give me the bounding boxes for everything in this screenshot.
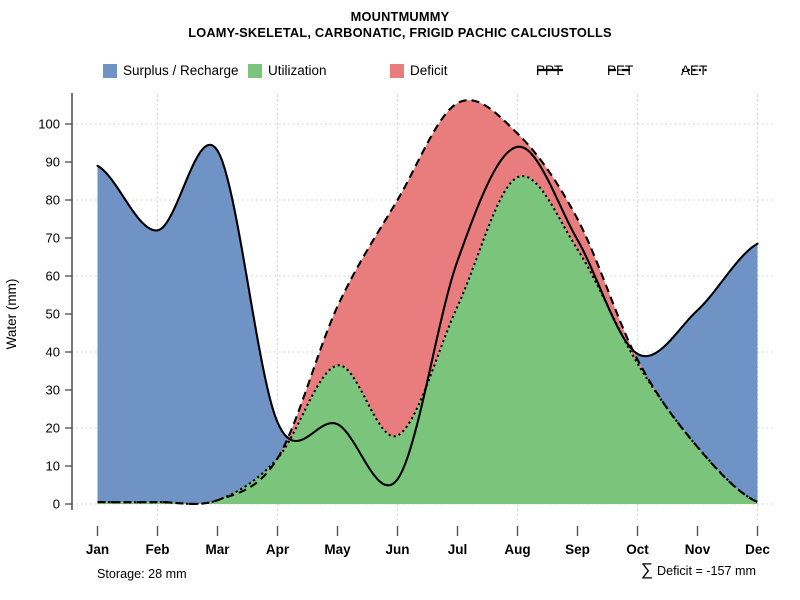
legend-label-utilization: Utilization [268, 63, 327, 78]
y-axis: 0 10 20 30 40 50 60 70 80 90 100 Water (mm) [4, 93, 73, 512]
solid-line-icon [537, 68, 563, 72]
x-tick-label: Nov [685, 542, 711, 557]
y-tick-label: 40 [46, 345, 60, 360]
x-tick-label: Aug [504, 542, 530, 557]
x-tick-label: Jan [86, 542, 109, 557]
legend-item-ppt: PPT [536, 63, 563, 78]
sigma-icon: ∑ [640, 560, 653, 579]
dotted-line-icon [682, 68, 710, 72]
x-tick-label: Mar [205, 542, 230, 557]
x-tick-label: May [324, 542, 351, 557]
x-tick-label: Apr [266, 542, 290, 557]
x-tick-label: Sep [565, 542, 590, 557]
legend-label-deficit: Deficit [410, 63, 448, 78]
dashed-line-icon [608, 68, 634, 72]
y-tick-label: 100 [38, 117, 60, 132]
x-axis: Jan Feb Mar Apr May Jun Jul Aug Sep Oct Nov Dec [86, 526, 770, 557]
x-tick-label: Feb [145, 542, 169, 557]
x-tick-label: Dec [745, 542, 770, 557]
y-tick-label: 70 [46, 231, 60, 246]
surplus-area [97, 100, 758, 504]
y-tick-label: 90 [46, 155, 60, 170]
chart-title: MOUNTMUMMY [350, 9, 450, 24]
utilization-area [97, 176, 758, 504]
y-tick-label: 0 [53, 497, 60, 512]
legend-item-deficit: Deficit [390, 63, 448, 78]
y-tick-label: 20 [46, 421, 60, 436]
legend-label-pet: PET [607, 63, 634, 78]
aet-line [97, 174, 758, 505]
x-tick-label: Jul [448, 542, 468, 557]
deficit-swatch-icon [390, 63, 404, 78]
storage-annotation: Storage: 28 mm [97, 567, 187, 581]
y-tick-label: 10 [46, 459, 60, 474]
deficit-area [97, 100, 758, 504]
legend-item-surplus: Surplus / Recharge [103, 63, 239, 78]
utilization-swatch-icon [248, 63, 262, 78]
y-tick-label: 60 [46, 269, 60, 284]
deficit-annotation: ∑ Deficit = -157 mm [641, 561, 756, 578]
y-tick-label: 80 [46, 193, 60, 208]
y-tick-label: 50 [46, 307, 60, 322]
legend: Surplus / Recharge Utilization Deficit P… [0, 63, 800, 83]
legend-item-utilization: Utilization [248, 63, 327, 78]
legend-item-pet: PET [607, 63, 634, 78]
y-tick-label: 30 [46, 383, 60, 398]
ppt-line [96, 143, 759, 487]
deficit-annotation-text: Deficit = -157 mm [656, 564, 756, 578]
y-axis-title: Water (mm) [4, 279, 19, 350]
chart-subtitle: LOAMY-SKELETAL, CARBONATIC, FRIGID PACHI… [188, 25, 612, 40]
surplus-swatch-icon [103, 63, 117, 78]
x-tick-label: Jun [385, 542, 409, 557]
legend-item-aet: AET [681, 63, 710, 78]
x-tick-label: Oct [626, 542, 649, 557]
legend-label-surplus: Surplus / Recharge [123, 63, 239, 78]
